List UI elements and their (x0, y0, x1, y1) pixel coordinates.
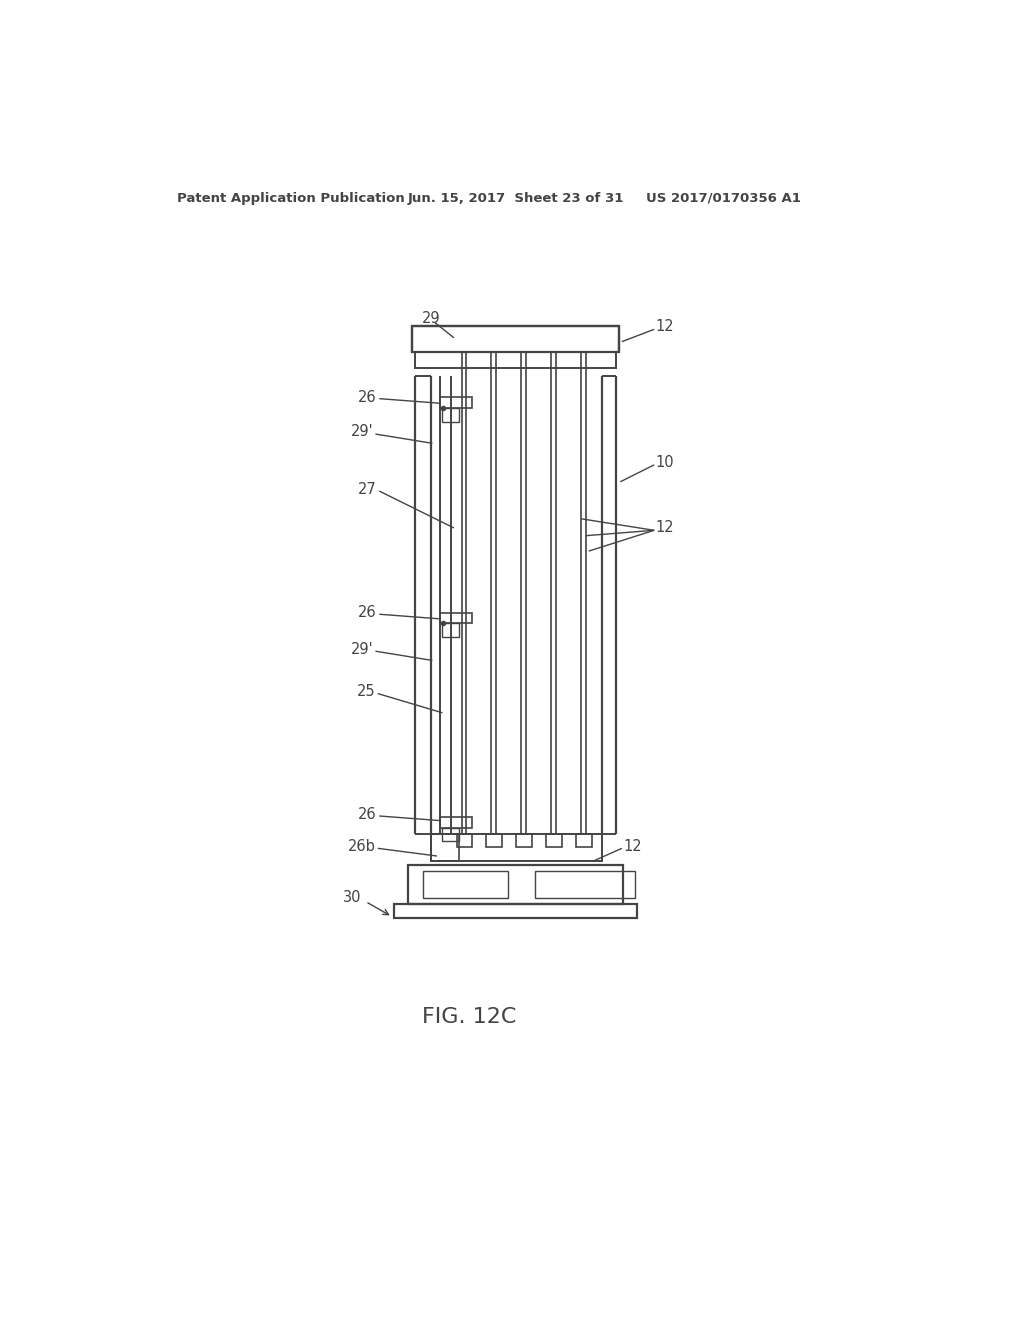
Bar (431, 834, 602, 862)
Bar (441, 828, 459, 841)
Text: 29: 29 (422, 312, 440, 326)
Text: 12: 12 (655, 318, 675, 334)
Bar (440, 397, 472, 408)
Text: 12: 12 (655, 520, 675, 536)
Text: 27: 27 (358, 482, 377, 498)
Text: Jun. 15, 2017  Sheet 23 of 31: Jun. 15, 2017 Sheet 23 of 31 (408, 191, 625, 205)
Bar (457, 834, 472, 847)
Bar (486, 834, 502, 847)
Bar (535, 871, 635, 898)
Text: 26: 26 (358, 389, 377, 405)
Text: 25: 25 (356, 684, 376, 698)
Bar (441, 623, 459, 638)
Bar (408, 866, 624, 904)
Bar (441, 408, 459, 422)
Bar (547, 834, 562, 847)
Text: 26b: 26b (347, 838, 376, 854)
Bar (431, 834, 459, 862)
Text: 10: 10 (655, 455, 675, 470)
Text: 30: 30 (343, 890, 361, 906)
Bar (394, 904, 637, 917)
Text: 29': 29' (350, 642, 373, 657)
Text: 26: 26 (358, 807, 377, 822)
Bar (413, 326, 618, 352)
Text: 12: 12 (624, 838, 642, 854)
Bar (423, 871, 508, 898)
Text: US 2017/0170356 A1: US 2017/0170356 A1 (646, 191, 802, 205)
Text: Patent Application Publication: Patent Application Publication (177, 191, 404, 205)
Text: FIG. 12C: FIG. 12C (422, 1007, 516, 1027)
Bar (440, 612, 472, 623)
Bar (440, 817, 472, 828)
Bar (516, 834, 531, 847)
Text: 29': 29' (350, 424, 373, 440)
Text: 26: 26 (358, 605, 377, 620)
Bar (577, 834, 592, 847)
Bar (416, 352, 615, 368)
